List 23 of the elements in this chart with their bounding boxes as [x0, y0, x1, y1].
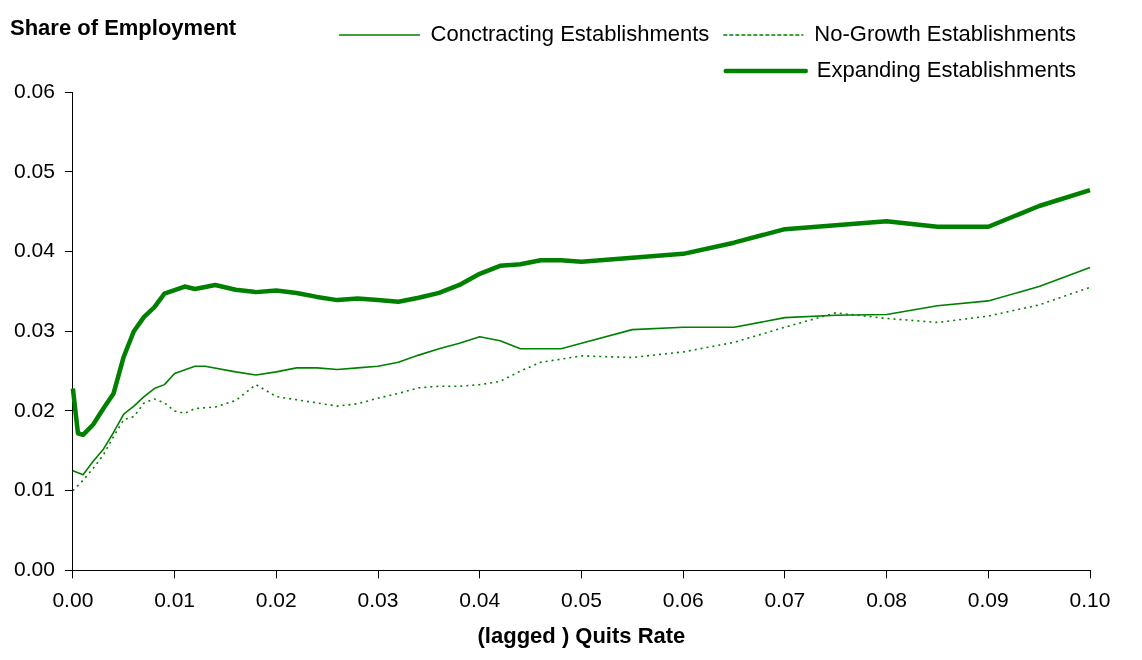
- x-tick-label: 0.02: [255, 587, 297, 611]
- x-tick-label: 0.03: [357, 587, 399, 611]
- y-tick-label: 0.00: [14, 557, 55, 581]
- x-tick-label: 0.08: [866, 587, 908, 611]
- x-tick-label: 0.07: [764, 587, 806, 611]
- y-tick-label: 0.06: [14, 78, 55, 102]
- legend-label: Conctracting Establishments: [430, 21, 710, 47]
- x-tick-label: 0.10: [1069, 587, 1111, 611]
- y-tick-label: 0.04: [14, 238, 56, 262]
- x-tick-label: 0.01: [154, 587, 196, 611]
- x-tick-label: 0.09: [967, 587, 1009, 611]
- x-tick-label: 0.04: [459, 587, 501, 611]
- y-tick-label: 0.02: [14, 397, 55, 421]
- y-tick-label: 0.01: [14, 477, 55, 501]
- y-axis-title: Share of Employment: [10, 15, 237, 41]
- x-tick-label: 0.05: [561, 587, 602, 611]
- x-tick-label: 0.00: [52, 587, 94, 611]
- y-tick-label: 0.05: [14, 158, 55, 182]
- x-tick-label: 0.06: [662, 587, 704, 611]
- legend-label: No-Growth Establishments: [814, 21, 1077, 47]
- x-axis-title: (lagged ) Quits Rate: [477, 622, 686, 648]
- legend-label: Expanding Establishments: [816, 57, 1076, 83]
- y-tick-label: 0.03: [14, 318, 55, 341]
